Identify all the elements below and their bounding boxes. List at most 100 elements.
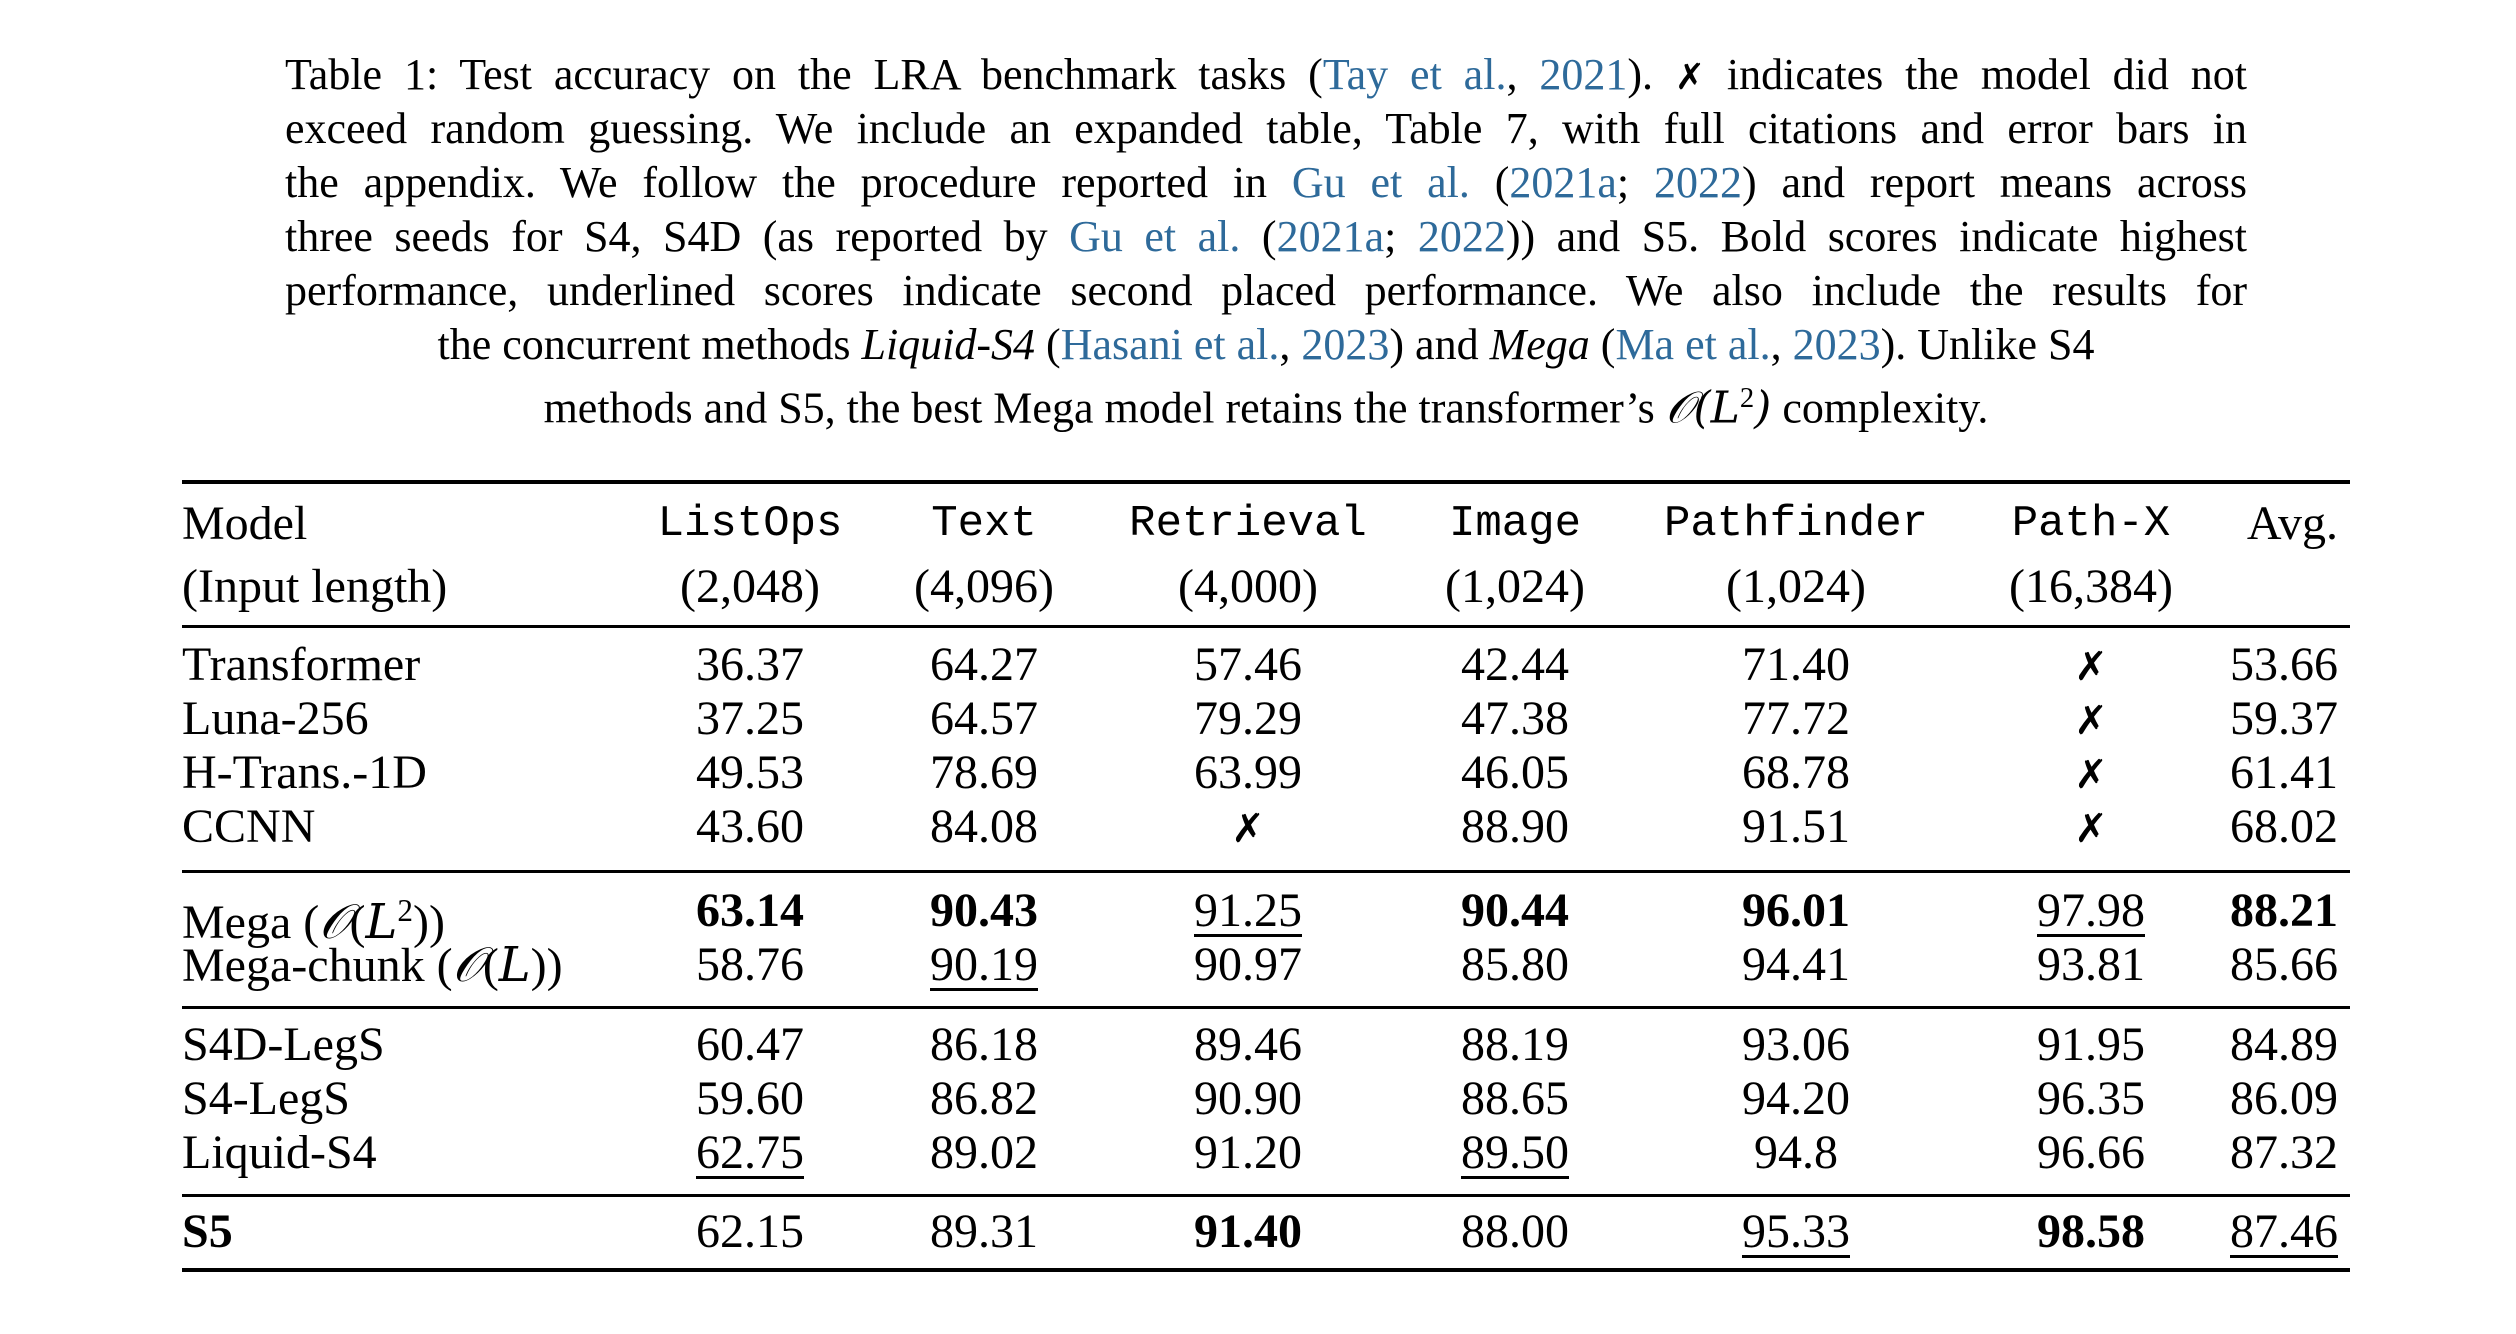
citation-link[interactable]: 2022 <box>1417 212 1506 261</box>
score-cell: 98.58 <box>2037 1205 2145 1258</box>
header-input-length: (Input length) <box>182 560 448 613</box>
cross-mark-icon: ✗ <box>2074 698 2108 744</box>
caption-text: ( <box>1589 320 1616 369</box>
header-path-x-length: (16,384) <box>2009 560 2173 613</box>
score-cell: 96.66 <box>2037 1126 2145 1179</box>
citation-link[interactable]: Hasani et al. <box>1060 320 1280 369</box>
caption-text: ( <box>1240 212 1277 261</box>
header-image-length: (1,024) <box>1445 560 1585 613</box>
score-cell: 61.41 <box>2230 746 2338 799</box>
score-cell: 86.09 <box>2230 1072 2338 1125</box>
citation-link[interactable]: 2023 <box>1301 320 1390 369</box>
caption-text: ) and report means across <box>1741 158 2247 207</box>
caption-text: ) and <box>1389 320 1490 369</box>
score-cell: 63.99 <box>1194 746 1302 799</box>
header-model: Model <box>182 497 308 550</box>
citation-link[interactable]: 2022 <box>1653 158 1742 207</box>
caption-text: indicates the model did not <box>1705 50 2248 99</box>
caption-line: performance, underlined scores indicate … <box>285 264 2247 318</box>
caption-text: three seeds for S4, S4D (as reported by <box>285 212 1070 261</box>
method-name: Liquid-S4 <box>861 320 1036 369</box>
score-cell: 87.46 <box>2230 1205 2338 1258</box>
citation-link[interactable]: 2021a <box>1276 212 1385 261</box>
group-rule-2 <box>182 1006 2350 1009</box>
score-cell: 88.21 <box>2230 884 2338 937</box>
score-cell: 62.15 <box>696 1205 804 1258</box>
math-notation: 𝒪(L <box>1665 382 1740 434</box>
score-cell: 88.00 <box>1461 1205 1569 1258</box>
score-cell: 84.89 <box>2230 1018 2338 1071</box>
score-cell: 91.20 <box>1194 1126 1302 1179</box>
score-cell: 94.41 <box>1742 938 1850 991</box>
group-rule-3 <box>182 1194 2350 1197</box>
score-cell: 37.25 <box>696 692 804 745</box>
score-cell: 96.01 <box>1742 884 1850 937</box>
citation-link[interactable]: 2021 <box>1539 50 1628 99</box>
citation-link[interactable]: Gu et al. <box>1291 158 1470 207</box>
caption-text: )) and S5. Bold scores indicate highest <box>1505 212 2247 261</box>
score-cell: 88.65 <box>1461 1072 1569 1125</box>
score-cell: 49.53 <box>696 746 804 799</box>
caption-text: ). Unlike S4 <box>1880 320 2095 369</box>
score-cell: 59.37 <box>2230 692 2338 745</box>
score-cell: 60.47 <box>696 1018 804 1071</box>
score-cell: 93.81 <box>2037 938 2145 991</box>
score-cell: 88.90 <box>1461 800 1569 853</box>
group-rule-1 <box>182 870 2350 873</box>
caption-text: ; <box>1616 158 1654 207</box>
header-text-length: (4,096) <box>914 560 1054 613</box>
score-cell: 91.51 <box>1742 800 1850 853</box>
caption-text: ). <box>1627 50 1675 99</box>
score-cell: 91.40 <box>1194 1205 1302 1258</box>
citation-link[interactable]: 2021a <box>1509 158 1617 207</box>
score-cell: 94.20 <box>1742 1072 1850 1125</box>
score-cell: 86.18 <box>930 1018 1038 1071</box>
math-notation: ) <box>1754 382 1772 434</box>
score-cell: 79.29 <box>1194 692 1302 745</box>
score-cell: 46.05 <box>1461 746 1569 799</box>
score-cell: 96.35 <box>2037 1072 2145 1125</box>
score-cell: 89.31 <box>930 1205 1038 1258</box>
row-model-name: Luna-256 <box>182 692 369 745</box>
score-cell: 89.02 <box>930 1126 1038 1179</box>
caption-line: the appendix. We follow the procedure re… <box>285 156 2247 210</box>
caption-line: methods and S5, the best Mega model reta… <box>285 372 2247 434</box>
score-cell: 68.02 <box>2230 800 2338 853</box>
row-model-name: Mega-chunk (𝒪(L)) <box>182 937 563 993</box>
citation-link[interactable]: Gu et al. <box>1069 212 1241 261</box>
score-cell: 93.06 <box>1742 1018 1850 1071</box>
row-model-name: S4D-LegS <box>182 1018 385 1071</box>
cross-mark-icon: ✗ <box>1231 806 1265 852</box>
bottom-rule <box>182 1268 2350 1272</box>
score-cell: 47.38 <box>1461 692 1569 745</box>
header-avg: Avg. <box>2246 497 2338 550</box>
caption-text: exceed random guessing. We include an ex… <box>285 104 2247 153</box>
cross-mark-icon: ✗ <box>2074 806 2108 852</box>
caption-line: Table 1: Test accuracy on the LRA benchm… <box>285 48 2247 102</box>
score-cell: 89.46 <box>1194 1018 1302 1071</box>
caption-line: the concurrent methods Liquid-S4 (Hasani… <box>285 318 2247 372</box>
caption-text: ; <box>1384 212 1418 261</box>
score-cell: 63.14 <box>696 884 804 937</box>
top-rule <box>182 480 2350 484</box>
row-model-name: CCNN <box>182 800 316 853</box>
header-retrieval-length: (4,000) <box>1178 560 1318 613</box>
score-cell: 62.75 <box>696 1126 804 1179</box>
citation-link[interactable]: Tay et al. <box>1322 50 1507 99</box>
score-cell: 91.95 <box>2037 1018 2145 1071</box>
citation-link[interactable]: 2023 <box>1792 320 1881 369</box>
caption-line: exceed random guessing. We include an ex… <box>285 102 2247 156</box>
score-cell: 90.43 <box>930 884 1038 937</box>
score-cell: 97.98 <box>2037 884 2145 937</box>
header-listops-length: (2,048) <box>680 560 820 613</box>
row-model-name: S4-LegS <box>182 1072 350 1125</box>
citation-link[interactable]: Ma et al. <box>1615 320 1771 369</box>
caption-text: , <box>1506 50 1540 99</box>
score-cell: 86.82 <box>930 1072 1038 1125</box>
score-cell: 78.69 <box>930 746 1038 799</box>
header-text: Text <box>931 499 1037 549</box>
score-cell: 36.37 <box>696 638 804 691</box>
caption-text: ( <box>1469 158 1510 207</box>
caption-text: complexity. <box>1771 383 1989 433</box>
score-cell: 94.8 <box>1754 1126 1838 1179</box>
